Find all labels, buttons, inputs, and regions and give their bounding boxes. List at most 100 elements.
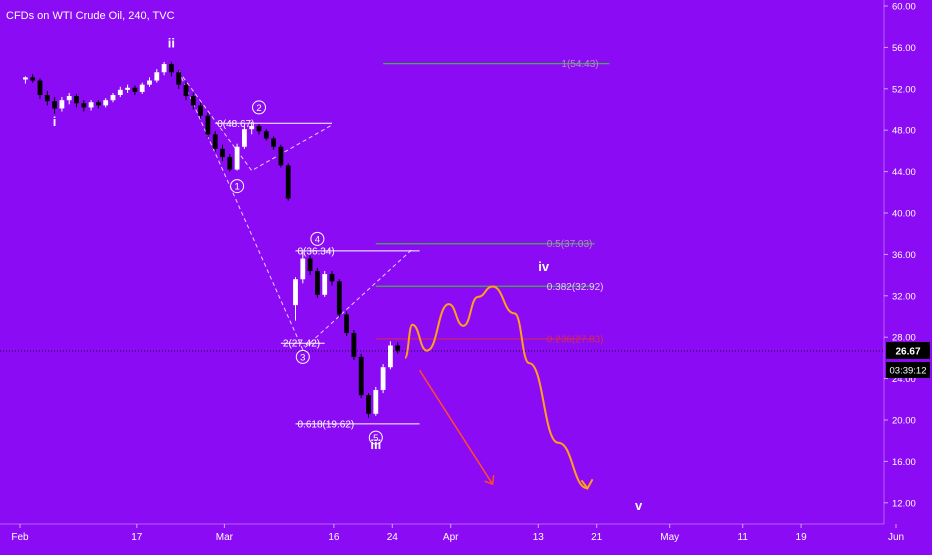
candle-body — [234, 146, 240, 170]
candle-body — [249, 126, 255, 130]
countdown-badge — [886, 361, 930, 378]
x-tick-label: 24 — [387, 532, 399, 543]
fib-extension-label: 0.382(32.92) — [547, 282, 604, 293]
candle-body — [278, 146, 284, 166]
candle-body — [52, 101, 57, 109]
y-tick-label: 32.00 — [892, 291, 916, 302]
wave-circle-label-1: 1 — [234, 182, 239, 193]
wave-label-v: v — [635, 498, 643, 513]
candle-body — [30, 77, 36, 81]
x-tick-label: 13 — [533, 532, 545, 543]
dashed-trend-line — [178, 70, 333, 172]
forecast-orange-path — [404, 285, 588, 490]
candle-body — [344, 314, 349, 334]
candle-body — [329, 274, 335, 282]
wave-circle-label-4: 4 — [315, 234, 320, 245]
countdown-label: 03:39:12 — [890, 365, 927, 376]
wave-circle-label-3: 3 — [300, 352, 305, 363]
candles-layer — [23, 61, 401, 418]
candle-body — [271, 138, 276, 147]
x-tick-label: 11 — [738, 532, 749, 543]
wave-circle-5 — [368, 430, 383, 445]
candle-body — [388, 345, 393, 368]
candle-body — [220, 148, 225, 158]
y-tick-label: 12.00 — [892, 498, 916, 509]
y-tick-label: 16.00 — [892, 457, 916, 468]
candle-body — [169, 63, 174, 73]
dashed-trend-line — [178, 70, 413, 351]
candle-body — [88, 102, 94, 108]
y-tick-label: 20.00 — [892, 416, 916, 427]
wave-circle-label-5: 5 — [373, 433, 378, 444]
candle-body — [103, 100, 109, 106]
x-tick-label: Apr — [443, 532, 459, 543]
wave-label-i: i — [53, 114, 57, 129]
fib-level-label: 2(27.42) — [283, 339, 320, 350]
candle-body — [212, 134, 218, 149]
last-price-badge — [886, 341, 930, 359]
candle-body — [117, 89, 123, 96]
candle-body — [132, 87, 138, 92]
candle-body — [96, 102, 101, 106]
wave-label-iv: iv — [538, 259, 550, 274]
chart-title: CFDs on WTI Crude Oil, 240, TVC — [6, 10, 175, 22]
candle-body — [205, 115, 211, 135]
candle-body — [336, 281, 342, 315]
fib-level-label: 0(36.34) — [298, 246, 335, 257]
fib-level-label: 0.618(19.62) — [298, 419, 355, 430]
candle-body — [227, 157, 233, 170]
y-tick-label: 36.00 — [892, 250, 916, 261]
candle-body — [293, 279, 298, 306]
forecast-red-arrow — [418, 369, 494, 485]
dashed-channel-layer — [178, 70, 413, 351]
candle-body — [380, 367, 386, 390]
wave-circle-1 — [230, 179, 245, 194]
candle-body — [351, 333, 357, 357]
y-tick-label: 56.00 — [892, 43, 916, 54]
x-tick-label: Feb — [11, 532, 29, 543]
candle-body — [125, 87, 130, 90]
forecast-red-arrowhead — [484, 475, 495, 486]
candle-body — [66, 96, 72, 101]
candle-body — [110, 95, 116, 101]
candle-body — [315, 270, 320, 295]
candle-body — [161, 63, 167, 73]
candle-body — [307, 258, 313, 271]
last-price-label: 26.67 — [895, 346, 920, 357]
x-tick-label: 16 — [328, 532, 340, 543]
axes-layer: 60.00 56.00 52.00 48.00 44.00 40.00 36.00 32.00… — [0, 0, 930, 543]
candle-body — [154, 72, 160, 81]
x-tick-label: May — [660, 532, 679, 543]
candle-body — [23, 77, 28, 80]
y-tick-label: 28.00 — [892, 333, 916, 344]
y-tick-label: 48.00 — [892, 126, 916, 137]
candle-body — [198, 105, 203, 116]
y-tick-label: 52.00 — [892, 84, 916, 95]
candle-body — [183, 84, 189, 97]
candle-body — [300, 258, 306, 280]
candle-body — [256, 126, 262, 132]
y-tick-label: 24.00 — [892, 374, 916, 385]
candle-body — [322, 274, 328, 295]
candle-body — [139, 84, 145, 92]
candle-body — [176, 72, 182, 85]
candle-body — [59, 100, 65, 109]
candle-body — [373, 389, 379, 414]
wave-circle-2 — [252, 100, 266, 115]
forecast-layer — [404, 285, 594, 491]
fib-extension-label: 0.5(37.03) — [547, 239, 593, 250]
candle-body — [81, 103, 87, 108]
x-tick-label: 21 — [591, 532, 603, 543]
candle-body — [74, 96, 79, 104]
candle-body — [147, 80, 152, 85]
fib-extension-label: 0.236(27.83) — [547, 334, 604, 345]
x-tick-label: Mar — [216, 532, 234, 543]
x-tick-label: 19 — [796, 532, 808, 543]
fib-level-label: 0(48.67) — [217, 119, 254, 130]
wave-circle-4 — [310, 231, 325, 246]
wave-circle-3 — [295, 349, 310, 364]
